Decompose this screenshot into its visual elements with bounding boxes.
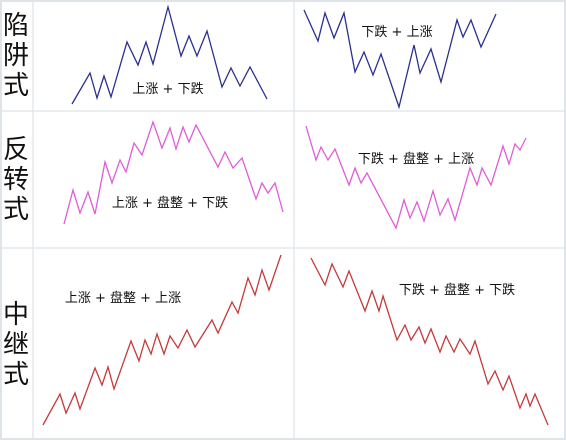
pattern-line-reversal-right	[305, 125, 527, 230]
row-label-char: 中	[2, 300, 29, 330]
pattern-line-trap-left	[71, 4, 268, 105]
caption-reversal-left: 上涨 + 盘整 + 下跌	[112, 195, 228, 211]
caption-continuation-left: 上涨 + 盘整 + 上涨	[65, 290, 181, 306]
row-label-char: 式	[2, 71, 29, 101]
row-label-char: 式	[2, 195, 29, 225]
caption-reversal-right: 下跌 + 盘整 + 上涨	[358, 151, 474, 167]
row-label-char: 阱	[2, 41, 29, 71]
row-label-reversal: 反 转 式	[0, 114, 32, 246]
pattern-line-continuation-left	[42, 254, 282, 426]
row-label-char: 陷	[2, 11, 29, 41]
row-label-trap: 陷 阱 式	[0, 3, 32, 109]
pattern-line-trap-right	[303, 9, 497, 110]
pattern-line-continuation-right	[310, 257, 549, 426]
row-label-char: 继	[2, 330, 29, 360]
caption-continuation-right: 下跌 + 盘整 + 下跌	[399, 282, 515, 298]
pattern-lines	[42, 4, 549, 426]
caption-trap-right: 下跌 + 上涨	[361, 24, 432, 40]
row-label-char: 转	[2, 165, 29, 195]
row-label-char: 式	[2, 360, 29, 390]
pattern-line-reversal-left	[63, 119, 284, 225]
caption-trap-left: 上涨 + 下跌	[132, 81, 203, 97]
row-label-continuation: 中 继 式	[0, 252, 32, 438]
row-label-char: 反	[2, 135, 29, 165]
